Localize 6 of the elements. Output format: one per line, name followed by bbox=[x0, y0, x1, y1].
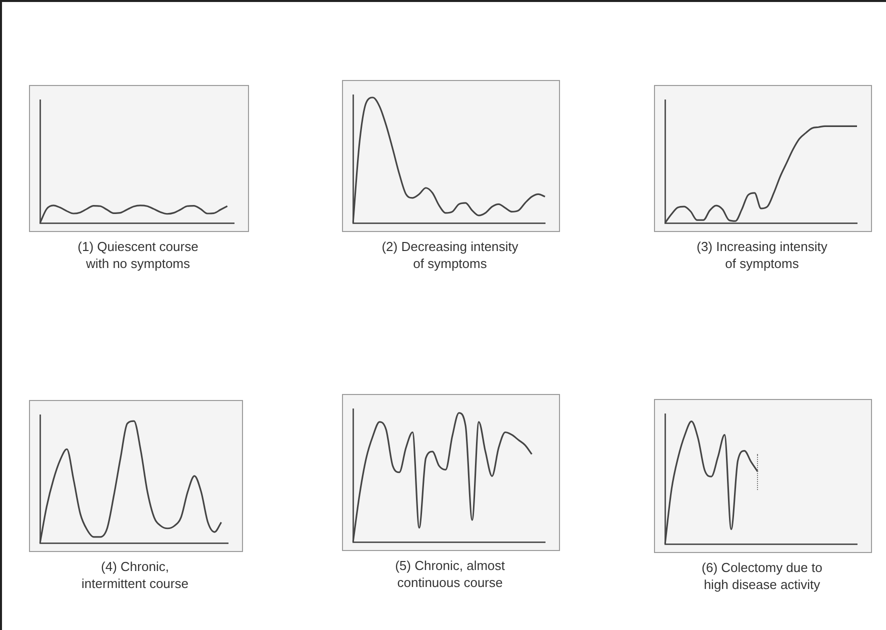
text: (2) Decreasing intensity of symptoms bbox=[380, 238, 520, 272]
text: (4) Chronic, intermittent course bbox=[80, 558, 190, 592]
text: (3) Increasing intensity of symptoms bbox=[696, 238, 828, 272]
text: (6) Colectomy due to high disease activity bbox=[700, 559, 824, 593]
text: (5) Chronic, almost continuous course bbox=[394, 557, 506, 591]
text: (1) Quiescent course with no symptoms bbox=[76, 238, 200, 272]
